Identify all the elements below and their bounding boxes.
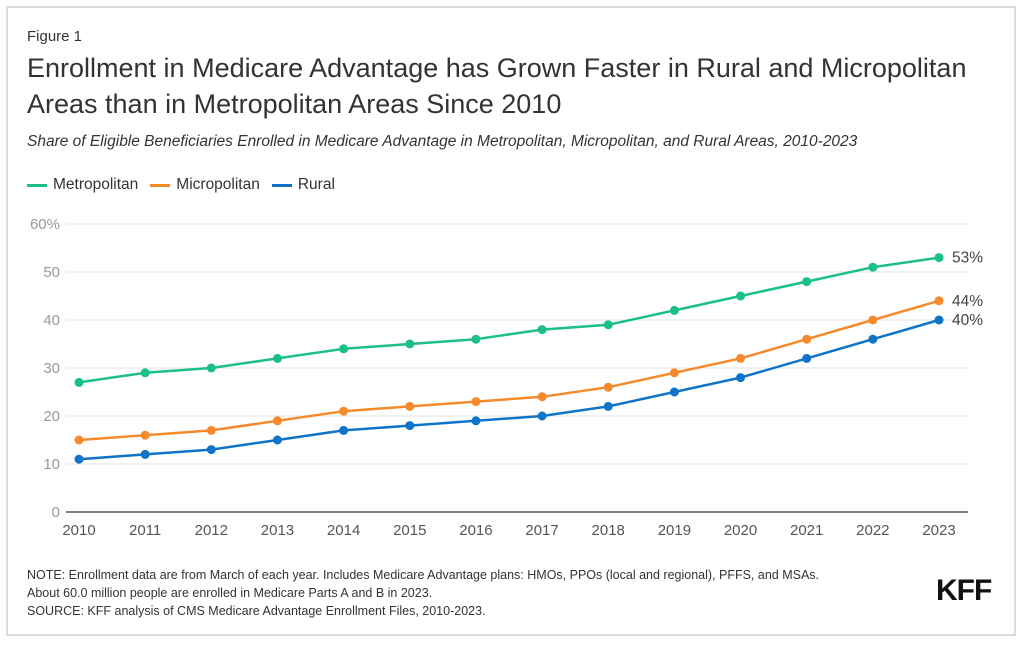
x-tick-label: 2012 <box>195 522 228 539</box>
data-point-rural <box>206 445 216 455</box>
data-point-metropolitan <box>669 305 679 315</box>
end-label-micropolitan: 44% <box>952 293 983 310</box>
end-labels: 53% 44% 40% <box>952 250 983 329</box>
data-point-metropolitan <box>74 377 84 387</box>
x-tick-label: 2022 <box>856 522 889 539</box>
x-tick-label: 2020 <box>724 522 757 539</box>
data-point-micropolitan <box>140 430 150 440</box>
x-tick-label: 2010 <box>62 522 95 539</box>
legend-swatch-rural <box>271 183 292 187</box>
data-point-rural <box>140 449 150 459</box>
x-tick-label: 2013 <box>261 522 294 539</box>
x-tick-label: 2015 <box>393 522 426 539</box>
y-tick-label: 60% <box>30 216 60 233</box>
data-point-rural <box>934 315 944 325</box>
x-axis: 2010 2011 2012 2013 2014 2015 2016 2017 2018 2019… <box>62 511 968 539</box>
data-point-micropolitan <box>272 416 282 426</box>
x-tick-label: 2018 <box>592 522 625 539</box>
series-line-rural <box>78 318 940 461</box>
legend-label-metropolitan: Metropolitan <box>53 176 139 193</box>
data-point-metropolitan <box>206 363 216 373</box>
data-point-micropolitan <box>74 435 84 445</box>
series-micropolitan <box>74 296 944 445</box>
legend-swatch-metropolitan <box>27 183 47 187</box>
y-tick-label: 30 <box>43 360 60 377</box>
x-tick-label: 2021 <box>790 522 823 539</box>
data-point-rural <box>405 421 415 431</box>
chart-subtitle: Share of Eligible Beneficiaries Enrolled… <box>27 133 858 150</box>
note-line-2: About 60.0 million people are enrolled i… <box>27 586 433 600</box>
y-tick-label: 20 <box>43 408 60 425</box>
gridlines <box>66 223 968 465</box>
data-point-micropolitan <box>537 392 547 402</box>
data-point-rural <box>802 353 812 363</box>
data-point-metropolitan <box>868 262 878 272</box>
legend-item-rural: Rural <box>271 176 335 194</box>
legend-item-micropolitan: Micropolitan <box>150 176 260 194</box>
data-point-rural <box>537 411 547 421</box>
end-label-metropolitan: 53% <box>952 250 983 267</box>
x-tick-label: 2019 <box>658 522 691 539</box>
y-tick-label: 40 <box>43 312 60 329</box>
data-point-rural <box>74 454 84 464</box>
data-point-metropolitan <box>471 334 481 344</box>
data-point-metropolitan <box>934 253 944 263</box>
data-point-metropolitan <box>405 339 415 349</box>
x-tick-label: 2011 <box>129 522 161 539</box>
x-tick-label: 2014 <box>327 522 360 539</box>
y-axis-ticks: 0 10 20 30 40 50 60% <box>30 216 60 521</box>
legend: Metropolitan Micropolitan Rural <box>27 176 347 194</box>
series-metropolitan <box>74 253 944 387</box>
x-tick-label: 2017 <box>525 522 558 539</box>
data-point-micropolitan <box>339 406 349 416</box>
source-line: SOURCE: KFF analysis of CMS Medicare Adv… <box>27 604 486 618</box>
x-tick-label: 2016 <box>459 522 492 539</box>
data-point-metropolitan <box>339 344 349 354</box>
data-point-rural <box>669 387 679 397</box>
data-point-metropolitan <box>537 325 547 335</box>
data-point-micropolitan <box>802 334 812 344</box>
data-point-micropolitan <box>934 296 944 306</box>
data-point-micropolitan <box>405 401 415 411</box>
end-label-rural: 40% <box>952 312 983 329</box>
y-tick-label: 0 <box>52 504 60 521</box>
legend-label-rural: Rural <box>297 176 335 193</box>
figure-frame <box>6 6 1016 636</box>
y-tick-label: 50 <box>43 264 60 281</box>
data-point-micropolitan <box>868 315 878 325</box>
data-point-rural <box>471 416 481 426</box>
data-point-micropolitan <box>669 368 679 378</box>
chart-title: Enrollment in Medicare Advantage has Gro… <box>27 53 967 119</box>
figure-label: Figure 1 <box>27 28 83 45</box>
data-point-metropolitan <box>603 320 613 330</box>
y-tick-label: 10 <box>43 456 60 473</box>
series-line-micropolitan <box>78 299 940 442</box>
data-point-rural <box>339 425 349 435</box>
x-tick-label: 2023 <box>922 522 955 539</box>
note-line-1: NOTE: Enrollment data are from March of … <box>27 568 820 582</box>
notes: NOTE: Enrollment data are from March of … <box>27 566 819 620</box>
data-point-rural <box>868 334 878 344</box>
data-point-micropolitan <box>736 353 746 363</box>
data-point-rural <box>272 435 282 445</box>
kff-logo: KFF <box>936 574 992 607</box>
legend-item-metropolitan: Metropolitan <box>27 176 138 194</box>
series-line-metropolitan <box>78 256 940 384</box>
data-point-metropolitan <box>272 353 282 363</box>
legend-swatch-micropolitan <box>150 183 171 187</box>
data-point-metropolitan <box>140 368 150 378</box>
data-point-rural <box>603 401 613 411</box>
data-point-micropolitan <box>471 397 481 407</box>
data-point-micropolitan <box>206 425 216 435</box>
data-point-metropolitan <box>736 291 746 301</box>
data-point-rural <box>736 373 746 383</box>
series-group <box>74 253 944 464</box>
data-point-micropolitan <box>603 382 613 392</box>
data-point-metropolitan <box>802 277 812 287</box>
legend-label-micropolitan: Micropolitan <box>176 176 260 193</box>
series-rural <box>74 315 944 464</box>
